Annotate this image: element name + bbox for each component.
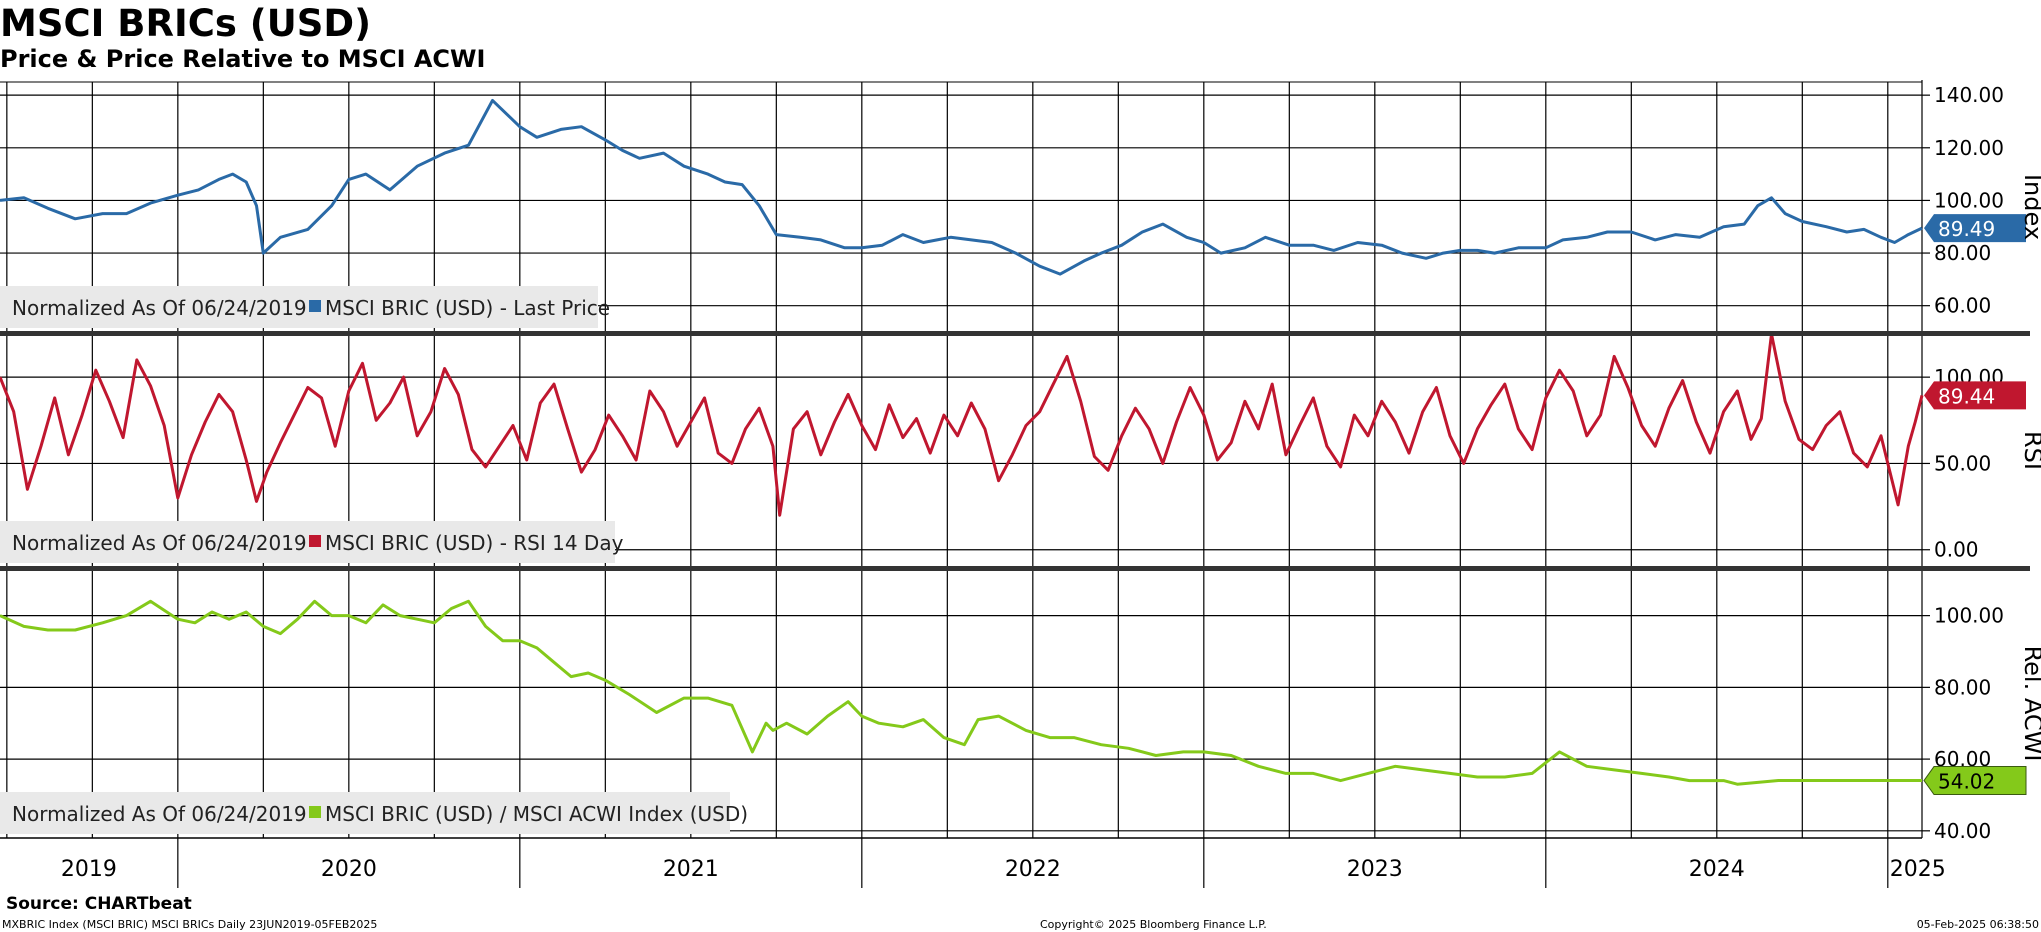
y-tick-label: 40.00 [1934, 819, 1991, 843]
y-axis-title: RSI [2019, 431, 2041, 470]
last-value-badge [1924, 214, 2026, 243]
x-tick-label: 2025 [1890, 857, 1946, 882]
copyright-note: Copyright© 2025 Bloomberg Finance L.P. [1040, 918, 1267, 931]
chart-title: MSCI BRICs (USD) [0, 2, 372, 45]
y-tick-label: 120.00 [1934, 136, 2004, 160]
legend-prefix: Normalized As Of 06/24/2019 [12, 802, 307, 826]
y-tick-label: 140.00 [1934, 83, 2004, 107]
x-tick-label: 2024 [1689, 857, 1745, 882]
ticker-info: MXBRIC Index (MSCI BRIC) MSCI BRICs Dail… [2, 918, 378, 931]
x-tick-label: 2022 [1005, 857, 1061, 882]
y-tick-label: 100.00 [1934, 604, 2004, 628]
legend-series-label: MSCI BRIC (USD) / MSCI ACWI Index (USD) [325, 802, 748, 826]
panel-separator [0, 331, 2030, 336]
last-value-badge [1924, 381, 2026, 410]
y-tick-label: 80.00 [1934, 675, 1991, 699]
last-value-label: 89.44 [1938, 384, 1995, 408]
legend-series-label: MSCI BRIC (USD) - Last Price [325, 296, 610, 320]
last-value-badge [1923, 766, 2027, 796]
last-value-label: 54.02 [1938, 770, 1995, 794]
legend-box [0, 792, 730, 834]
panel-separator [0, 566, 2030, 571]
timestamp: 05-Feb-2025 06:38:50 [1916, 918, 2039, 931]
x-tick-label: 2021 [663, 857, 719, 882]
x-tick-label: 2023 [1347, 857, 1403, 882]
source-note: Source: CHARTbeat [6, 894, 192, 914]
legend-box [0, 286, 598, 328]
y-tick-label: 0.00 [1934, 538, 1979, 562]
y-tick-label: 80.00 [1934, 241, 1991, 265]
series-line-rel [0, 599, 1922, 786]
legend-prefix: Normalized As Of 06/24/2019 [12, 296, 307, 320]
legend-box [0, 521, 615, 563]
series-line-rsi [0, 332, 1924, 517]
y-tick-label: 100.00 [1934, 188, 2004, 212]
y-tick-label: 60.00 [1934, 294, 1991, 318]
legend-series-label: MSCI BRIC (USD) - RSI 14 Day [325, 531, 624, 555]
legend-swatch [309, 300, 321, 312]
last-value-label: 89.49 [1938, 217, 1995, 241]
legend-prefix: Normalized As Of 06/24/2019 [12, 531, 307, 555]
y-axis-title: Rel. ACWI [2019, 646, 2041, 762]
y-tick-label: 50.00 [1934, 451, 1991, 475]
series-line-price [0, 98, 1923, 276]
panel-price: 60.00 80.00 100.00 120.00 140.00 89.49 Index No… [0, 80, 2041, 332]
legend-swatch [309, 535, 321, 547]
chart-subtitle: Price & Price Relative to MSCI ACWI [0, 45, 486, 73]
x-tick-label: 2020 [321, 857, 377, 882]
legend-swatch [309, 806, 321, 818]
y-axis-title: Index [2019, 174, 2041, 240]
x-tick-label: 2019 [61, 857, 117, 882]
